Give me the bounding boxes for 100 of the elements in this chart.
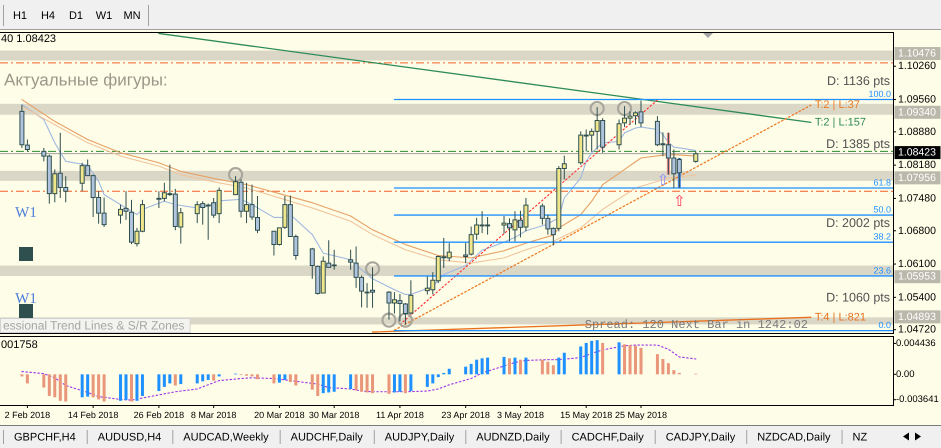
bar xyxy=(86,374,90,397)
y-tick-label: -0.003641 xyxy=(896,394,939,406)
bar xyxy=(470,364,473,374)
x-tick-label: 30 Mar 2018 xyxy=(308,410,360,420)
bar xyxy=(322,374,325,394)
bar xyxy=(579,346,582,374)
bar xyxy=(174,374,177,386)
candlestick xyxy=(693,150,698,164)
bar xyxy=(168,374,172,384)
series-label: 100.0 xyxy=(868,89,891,100)
y-tick-label: 1.08880 xyxy=(898,126,936,138)
x-tick-label: 20 Mar 2018 xyxy=(254,410,305,420)
bar xyxy=(140,374,144,396)
annotation: D: 2002 pts xyxy=(826,216,890,230)
series-label: 50.0 xyxy=(873,204,891,215)
x-tick-label: 25 May 2018 xyxy=(614,410,668,420)
x-tick-label: 3 May 2018 xyxy=(496,410,544,420)
series-label: T:4 | L:821 xyxy=(814,311,866,324)
bar xyxy=(426,374,429,387)
bar xyxy=(196,374,199,384)
bar xyxy=(387,374,390,394)
point xyxy=(364,261,380,276)
bar xyxy=(639,348,642,374)
bar xyxy=(162,374,166,387)
x-tick-label: 14 Feb 2018 xyxy=(68,410,118,420)
candlestick xyxy=(348,249,354,270)
bar xyxy=(97,374,100,400)
bar xyxy=(278,374,281,383)
ref-line-label: 1.08423 xyxy=(898,146,936,159)
text: NZ xyxy=(852,432,868,444)
series-label: T:2 | L:157 xyxy=(814,116,866,128)
bar xyxy=(486,358,490,374)
text: GBPCHF,H4 xyxy=(14,432,76,444)
bar xyxy=(288,374,292,382)
series-label: 0.0 xyxy=(878,320,891,330)
bar xyxy=(656,354,659,374)
series-label: 23.6 xyxy=(873,265,891,276)
text: CADCHF,Daily xyxy=(572,432,644,444)
bar xyxy=(53,374,56,398)
band-label: 1.09340 xyxy=(898,106,936,118)
text: AUDNZD,Daily xyxy=(476,432,550,444)
bar xyxy=(64,374,68,402)
annotation: ⇧ xyxy=(656,171,670,189)
bar xyxy=(672,370,676,374)
bar xyxy=(661,359,664,374)
x-tick-label: 23 Apr 2018 xyxy=(441,410,490,420)
bar xyxy=(360,374,364,392)
point xyxy=(616,100,632,116)
series-label: 38.2 xyxy=(873,232,891,242)
band-label: 1.10476 xyxy=(898,48,936,60)
bar xyxy=(590,340,594,374)
bar xyxy=(623,344,626,374)
annotation: 40 1.08423 xyxy=(1,33,56,45)
bar xyxy=(392,374,396,392)
bar xyxy=(562,352,566,374)
bar xyxy=(135,374,138,401)
series-label: 61.8 xyxy=(873,177,891,188)
annotation: Актуальные фигуры: xyxy=(4,70,168,90)
bar xyxy=(524,358,528,374)
bar xyxy=(130,374,133,402)
band-label: 1.05953 xyxy=(898,270,936,283)
bar xyxy=(398,374,402,392)
annotation: ⇧ xyxy=(673,192,686,210)
bar xyxy=(119,374,122,401)
x-tick-label: 11 Apr 2018 xyxy=(376,410,424,420)
candlestick xyxy=(463,242,468,264)
bar xyxy=(366,374,369,392)
bar xyxy=(272,374,276,384)
text: H1 xyxy=(12,10,28,22)
text: NZDCAD,Daily xyxy=(757,432,832,444)
text: AUDJPY,Daily xyxy=(384,432,455,444)
y-tick-label: 1.07480 xyxy=(898,192,936,204)
bar xyxy=(316,374,320,396)
text: AUDCAD,Weekly xyxy=(183,432,270,444)
bar xyxy=(327,374,330,392)
bar xyxy=(552,365,555,374)
candlestick xyxy=(310,247,315,280)
bar xyxy=(201,374,204,382)
bar xyxy=(666,363,670,374)
bar xyxy=(349,374,352,389)
bar xyxy=(436,374,440,378)
y-tick-label: 1.10260 xyxy=(898,60,936,72)
bar xyxy=(596,340,599,374)
text: AUDCHF,Daily xyxy=(290,432,364,444)
bar xyxy=(212,374,216,381)
bar xyxy=(464,366,468,374)
bar xyxy=(48,374,51,396)
bar xyxy=(584,342,588,374)
bar xyxy=(124,374,128,400)
bar xyxy=(354,374,358,390)
series-label: T:2 | L:37 xyxy=(814,99,860,112)
point xyxy=(228,167,244,182)
text: D1 xyxy=(68,10,84,22)
bar xyxy=(557,358,560,374)
annotation: D: 1136 pts xyxy=(826,74,890,88)
bar xyxy=(618,342,621,374)
bar xyxy=(431,374,434,384)
bar xyxy=(102,374,106,402)
y-tick-label: 1.04720 xyxy=(898,324,936,336)
x-tick-label: 8 Mar 2018 xyxy=(190,410,236,420)
